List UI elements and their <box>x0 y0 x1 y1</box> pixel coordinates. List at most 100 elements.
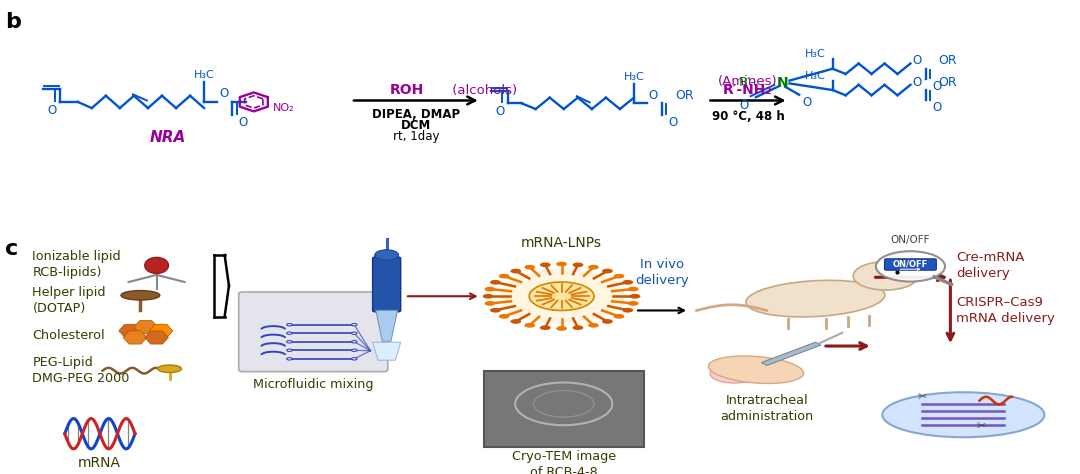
Text: DCM: DCM <box>401 119 431 132</box>
Text: (Amines): (Amines) <box>718 75 778 88</box>
Text: CRISPR–Cas9
mRNA delivery: CRISPR–Cas9 mRNA delivery <box>956 296 1055 325</box>
Circle shape <box>352 357 356 360</box>
Text: ✂: ✂ <box>918 392 928 402</box>
Circle shape <box>352 323 356 326</box>
Circle shape <box>499 314 510 319</box>
Circle shape <box>613 314 624 319</box>
Text: O: O <box>669 116 678 129</box>
Text: O: O <box>239 116 248 129</box>
Text: mRNA-LNPs: mRNA-LNPs <box>522 236 603 250</box>
Polygon shape <box>145 331 168 344</box>
Circle shape <box>876 251 945 282</box>
Polygon shape <box>373 342 401 360</box>
Circle shape <box>375 250 399 260</box>
Text: O: O <box>913 76 922 89</box>
Circle shape <box>352 332 356 335</box>
Text: PEG-Lipid
DMG-PEG 2000: PEG-Lipid DMG-PEG 2000 <box>32 356 130 385</box>
Circle shape <box>511 319 522 324</box>
Ellipse shape <box>145 257 168 273</box>
Ellipse shape <box>882 392 1044 437</box>
Text: Ionizable lipid
RCB-lipids): Ionizable lipid RCB-lipids) <box>32 249 121 279</box>
Text: Cryo-TEM image
of RCB-4-8: Cryo-TEM image of RCB-4-8 <box>512 450 616 474</box>
Circle shape <box>589 265 599 270</box>
Bar <box>484 371 644 447</box>
Text: rt, 1day: rt, 1day <box>392 130 440 143</box>
Circle shape <box>352 340 356 343</box>
Circle shape <box>627 301 638 306</box>
Text: O: O <box>648 89 658 102</box>
Text: NO₂: NO₂ <box>273 102 295 113</box>
Text: Helper lipid
(DOTAP): Helper lipid (DOTAP) <box>32 286 106 316</box>
Circle shape <box>287 332 292 335</box>
Text: O: O <box>48 104 56 117</box>
Circle shape <box>630 294 640 299</box>
Ellipse shape <box>711 364 758 383</box>
Polygon shape <box>119 324 143 337</box>
Ellipse shape <box>158 365 181 373</box>
Circle shape <box>485 287 496 292</box>
FancyBboxPatch shape <box>885 259 936 270</box>
Text: H₃C: H₃C <box>623 72 645 82</box>
Text: Cre-mRNA
delivery: Cre-mRNA delivery <box>956 251 1024 280</box>
Text: Intratracheal
administration: Intratracheal administration <box>720 394 813 423</box>
Text: (alcohols): (alcohols) <box>448 84 517 97</box>
Circle shape <box>602 319 612 324</box>
Text: OR: OR <box>939 55 957 67</box>
Circle shape <box>485 301 496 306</box>
Text: O: O <box>932 80 942 93</box>
Circle shape <box>853 262 918 290</box>
Text: In vivo
delivery: In vivo delivery <box>635 258 689 287</box>
Text: H₃C: H₃C <box>193 70 215 80</box>
Circle shape <box>887 253 917 266</box>
Circle shape <box>602 269 612 273</box>
Circle shape <box>352 349 356 352</box>
FancyBboxPatch shape <box>373 257 401 312</box>
Circle shape <box>511 269 522 273</box>
Circle shape <box>589 323 599 328</box>
Text: O: O <box>219 87 229 100</box>
Circle shape <box>499 274 510 279</box>
Circle shape <box>540 325 551 330</box>
Polygon shape <box>123 331 147 344</box>
Circle shape <box>622 308 633 313</box>
Text: H₃C: H₃C <box>805 71 825 81</box>
Text: OR: OR <box>675 89 693 102</box>
Circle shape <box>524 323 535 328</box>
Circle shape <box>490 280 501 284</box>
Circle shape <box>556 326 567 331</box>
Text: N: N <box>778 76 788 90</box>
Text: OR: OR <box>939 76 957 89</box>
Circle shape <box>287 340 292 343</box>
Circle shape <box>490 308 501 313</box>
Text: O: O <box>802 96 812 109</box>
Circle shape <box>622 280 633 284</box>
Text: b: b <box>5 12 22 32</box>
Text: Microfluidic mixing: Microfluidic mixing <box>253 378 374 391</box>
Text: O: O <box>913 55 922 67</box>
Polygon shape <box>376 310 397 341</box>
Text: Cholesterol: Cholesterol <box>32 328 105 342</box>
Circle shape <box>483 294 494 299</box>
Ellipse shape <box>708 356 804 383</box>
Circle shape <box>499 269 624 324</box>
Polygon shape <box>149 324 173 337</box>
Ellipse shape <box>121 291 160 300</box>
Circle shape <box>556 262 567 266</box>
Circle shape <box>613 274 624 279</box>
Circle shape <box>287 357 292 360</box>
Text: ROH: ROH <box>390 82 424 97</box>
Circle shape <box>524 265 535 270</box>
Circle shape <box>529 282 594 310</box>
Text: 90 °C, 48 h: 90 °C, 48 h <box>712 110 784 123</box>
Text: H₃C: H₃C <box>805 49 825 59</box>
Circle shape <box>627 287 638 292</box>
Text: c: c <box>5 239 18 259</box>
Circle shape <box>572 325 583 330</box>
Text: R′-: R′- <box>739 76 756 90</box>
Ellipse shape <box>746 280 885 317</box>
Text: O: O <box>740 99 748 112</box>
Text: R′-NH₂: R′-NH₂ <box>724 82 772 97</box>
Text: ✂: ✂ <box>976 421 986 431</box>
Text: O: O <box>932 101 942 114</box>
Text: ON/OFF: ON/OFF <box>891 235 930 245</box>
